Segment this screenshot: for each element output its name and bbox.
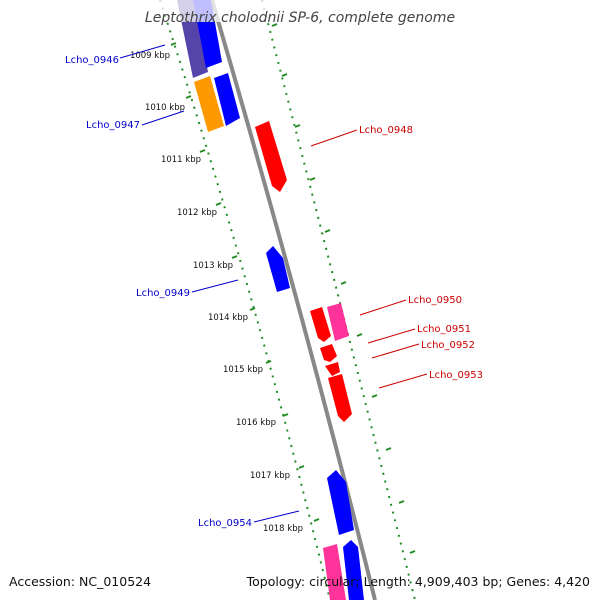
kbp-label: 1012 kbp (177, 208, 217, 218)
leader-line (367, 328, 416, 344)
leader-line (310, 129, 358, 147)
gene-label-lcho-0952[interactable]: Lcho_0952 (421, 340, 475, 351)
inner-major-ticks (170, 42, 320, 522)
gene-label-lcho-0954[interactable]: Lcho_0954 (198, 518, 252, 529)
kbp-label: 1016 kbp (236, 418, 276, 428)
gene-block-lcho-0947-arrow (214, 73, 240, 126)
leader-line (253, 510, 300, 523)
leader-line (371, 343, 420, 359)
kbp-label: 1010 kbp (145, 103, 185, 113)
gene-block-lcho-0954 (327, 470, 354, 535)
kbp-label: 1013 kbp (193, 261, 233, 271)
kbp-label: 1015 kbp (223, 365, 263, 375)
gene-block-lcho-0953 (328, 374, 352, 422)
leader-line (141, 110, 185, 126)
title-fade (0, 0, 600, 22)
gene-block-lcho-0952b (325, 362, 340, 376)
kbp-label: 1009 kbp (130, 51, 170, 61)
gene-label-lcho-0950[interactable]: Lcho_0950 (408, 295, 462, 306)
outer-major-ticks (271, 23, 416, 554)
gene-block-lcho-0951 (310, 307, 331, 342)
leader-line (119, 44, 166, 59)
gene-block-lcho-0950 (327, 303, 349, 341)
gene-label-lcho-0947[interactable]: Lcho_0947 (86, 120, 140, 131)
gene-label-lcho-0953[interactable]: Lcho_0953 (429, 370, 483, 381)
leader-line (359, 299, 407, 316)
gene-block-lower-pink (323, 544, 346, 600)
gene-block-lcho-0948 (255, 121, 287, 192)
leader-line (378, 373, 428, 389)
accession-text: Accession: NC_010524 (9, 574, 151, 589)
gene-label-lcho-0946[interactable]: Lcho_0946 (65, 55, 119, 66)
map-title: Leptothrix cholodnii SP-6, complete geno… (145, 10, 455, 26)
gene-label-lcho-0949[interactable]: Lcho_0949 (136, 288, 190, 299)
kbp-label: 1011 kbp (161, 155, 201, 165)
gene-block-lcho-0952 (320, 344, 337, 362)
genome-summary-text: Topology: circular; Length: 4,909,403 bp… (246, 574, 590, 589)
leader-line (191, 279, 239, 293)
gene-label-lcho-0948[interactable]: Lcho_0948 (359, 125, 413, 136)
gene-block-lcho-0949 (266, 246, 290, 292)
gene-label-lcho-0951[interactable]: Lcho_0951 (417, 324, 471, 335)
kbp-label: 1018 kbp (263, 524, 303, 534)
inner-tick-track (159, 0, 331, 600)
gene-block-lcho-0947 (194, 76, 224, 132)
kbp-label: 1017 kbp (250, 471, 290, 481)
kbp-label: 1014 kbp (208, 313, 248, 323)
gene-block-lower-blue (343, 540, 364, 600)
genome-backbone (210, 0, 377, 600)
